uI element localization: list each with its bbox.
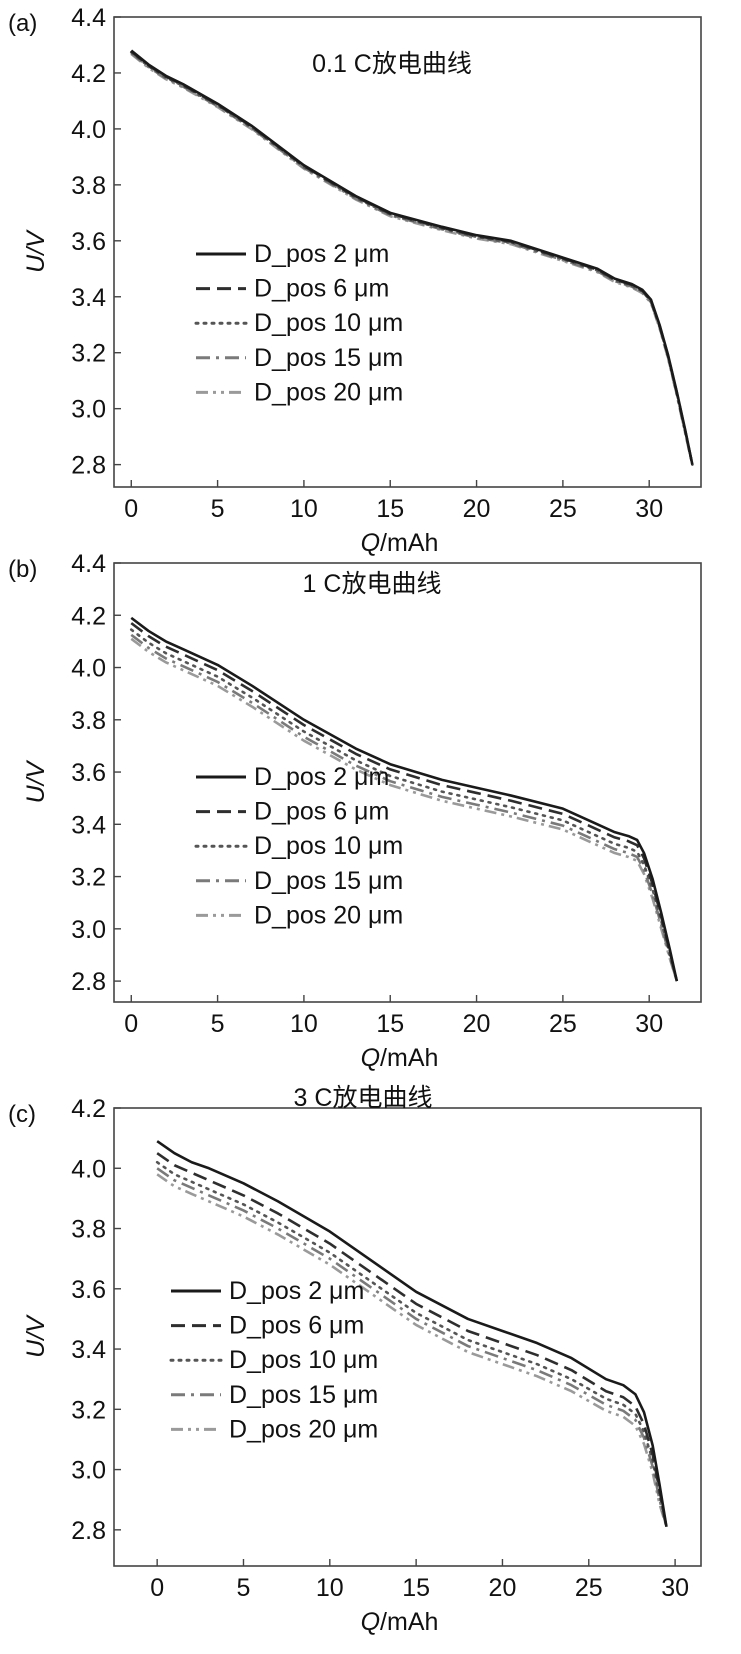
legend-label: D_pos 15 μm [254,867,403,895]
y-axis-title: U/V [22,229,50,273]
panel-label: (b) [8,556,37,583]
series-line-d-pos-2-m [130,49,694,465]
legend-label: D_pos 20 μm [254,901,403,929]
x-tick-label: 20 [463,1010,491,1038]
y-tick-label: 3.6 [71,228,106,256]
y-tick-label: 4.2 [71,602,106,630]
chart-title: 1 C放电曲线 [303,570,442,598]
legend-label: D_pos 2 μm [254,763,389,791]
chart-panel-b: (b) 1 C放电曲线 2.8 3.0 3.2 3.4 3.6 3.8 4.0 4.2 4.4 0 5 1… [8,550,702,1072]
x-tick-label: 25 [549,495,577,523]
x-tick-label: 5 [237,1574,251,1602]
panel-label: (c) [8,1101,36,1128]
series-line-d-pos-6-m [130,50,694,465]
x-tick-label: 10 [290,495,318,523]
y-tick-label: 3.6 [71,1276,106,1304]
series-line-d-pos-2-m [130,616,679,982]
series-line-d-pos-20-m [130,52,694,465]
y-tick-label: 3.8 [71,1216,106,1244]
series-line-d-pos-20-m [130,637,679,982]
chart-title: 3 C放电曲线 [294,1084,433,1112]
x-tick-label: 0 [150,1574,164,1602]
plot-frame [113,562,702,1003]
legend-label: D_pos 6 μm [254,798,389,826]
y-tick-label: 3.2 [71,340,106,368]
y-axis-title: U/V [22,1314,50,1358]
x-tick-label: 15 [376,1010,404,1038]
legend-label: D_pos 2 μm [229,1277,364,1305]
series-line-d-pos-10-m [129,50,694,466]
y-tick-label: 3.0 [71,916,106,944]
chart-title: 0.1 C放电曲线 [312,50,472,78]
legend-label: D_pos 2 μm [254,240,389,268]
y-tick-label: 4.0 [71,1155,106,1183]
legend-label: D_pos 6 μm [229,1312,364,1340]
legend: D_pos 2 μm D_pos 6 μm D_pos 10 μm D_pos 15 … [194,240,403,406]
x-tick-label: 0 [124,495,138,523]
series-line-d-pos-6-m [130,622,679,982]
x-tick-label: 25 [549,1010,577,1038]
x-axis-title: Q/mAh [361,1608,439,1636]
x-tick-label: 0 [124,1010,138,1038]
y-tick-label: 4.4 [71,550,106,578]
x-tick-label: 5 [211,495,225,523]
chart-panel-c: (c) 3 C放电曲线 2.8 3.0 3.2 3.4 3.6 3.8 4.0 4.2 0 5 10 15… [8,1084,702,1636]
x-tick-label: 20 [463,495,491,523]
x-tick-label: 20 [489,1574,517,1602]
y-tick-label: 3.8 [71,707,106,735]
legend-label: D_pos 10 μm [254,309,403,337]
legend-label: D_pos 20 μm [254,378,403,406]
legend-label: D_pos 15 μm [254,344,403,372]
x-tick-label: 30 [635,1010,663,1038]
legend: D_pos 2 μm D_pos 6 μm D_pos 10 μm D_pos 15 … [169,1277,378,1443]
y-tick-label: 4.0 [71,116,106,144]
y-tick-label: 3.8 [71,172,106,200]
y-tick-label: 3.0 [71,396,106,424]
series-line-d-pos-6-m [156,1152,668,1528]
y-tick-label: 2.8 [71,1517,106,1545]
series-line-d-pos-15-m [130,633,679,982]
series-line-d-pos-15-m [156,1167,668,1528]
series-line-d-pos-10-m [129,628,679,983]
plot-frame [113,16,702,488]
x-axis-title: Q/mAh [361,1044,439,1072]
chart-panel-a: (a) 0.1 C放电曲线 2.8 3.0 3.2 3.4 3.6 3.8 4.0 4.2 4.4 0… [8,4,702,557]
plot-frame [113,1107,702,1567]
y-tick-label: 4.0 [71,655,106,683]
x-tick-label: 30 [635,495,663,523]
series-line-d-pos-15-m [130,52,694,465]
y-tick-label: 3.4 [71,811,106,839]
y-tick-label: 3.0 [71,1457,106,1485]
y-tick-label: 2.8 [71,452,106,480]
x-tick-label: 30 [661,1574,689,1602]
series-line-d-pos-2-m [156,1140,668,1528]
y-tick-label: 4.2 [71,60,106,88]
y-tick-label: 3.2 [71,1396,106,1424]
x-tick-label: 10 [290,1010,318,1038]
series-line-d-pos-10-m [155,1160,668,1529]
y-tick-label: 3.6 [71,759,106,787]
legend-label: D_pos 10 μm [254,832,403,860]
x-tick-label: 10 [316,1574,344,1602]
y-tick-label: 3.4 [71,284,106,312]
legend-label: D_pos 15 μm [229,1381,378,1409]
y-tick-label: 2.8 [71,968,106,996]
panel-label: (a) [8,10,37,37]
y-axis-title: U/V [22,759,50,803]
x-tick-label: 15 [402,1574,430,1602]
x-tick-label: 25 [575,1574,603,1602]
legend-label: D_pos 10 μm [229,1346,378,1374]
legend-label: D_pos 20 μm [229,1415,378,1443]
y-tick-label: 4.2 [71,1095,106,1123]
x-tick-label: 5 [211,1010,225,1038]
legend-label: D_pos 6 μm [254,275,389,303]
legend: D_pos 2 μm D_pos 6 μm D_pos 10 μm D_pos 15 … [194,763,403,929]
y-tick-label: 3.4 [71,1336,106,1364]
y-tick-label: 4.4 [71,4,106,32]
x-axis-title: Q/mAh [361,529,439,557]
x-tick-label: 15 [376,495,404,523]
y-tick-label: 3.2 [71,864,106,892]
